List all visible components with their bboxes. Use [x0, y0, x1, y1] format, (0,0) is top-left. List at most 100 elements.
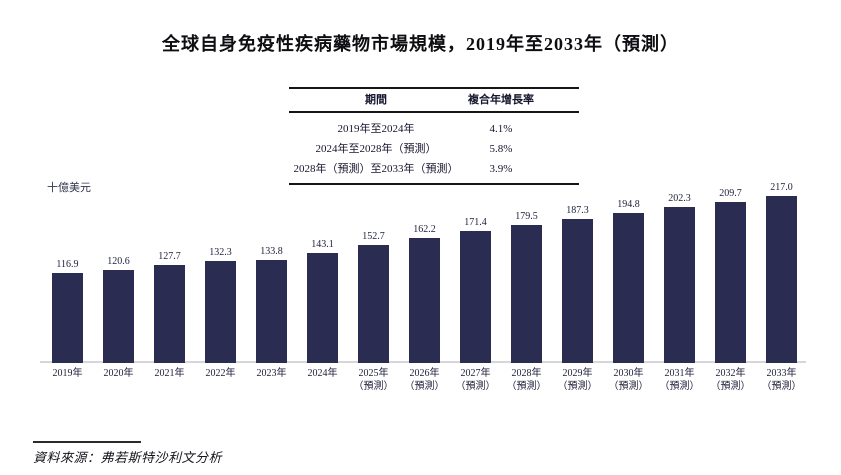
bar-value-label: 194.8	[617, 199, 640, 210]
bar-column: 116.9	[42, 178, 93, 363]
x-tick-label: 2029年 （預測）	[552, 367, 603, 393]
cagr-cell: 3.9%	[489, 163, 513, 175]
page-title: 全球自身免疫性疾病藥物市場規模，2019年至2033年（預測）	[162, 34, 679, 54]
bar-2031年	[664, 207, 695, 363]
period-cell: 2019年至2024年	[337, 123, 415, 135]
cagr-cell: 4.1%	[489, 123, 513, 135]
y-axis-unit-label: 十億美元	[47, 182, 91, 194]
x-tick-label: 2023年	[246, 367, 297, 393]
bar-value-label: 179.5	[515, 211, 538, 222]
bar-value-label: 120.6	[107, 256, 130, 267]
x-tick-label: 2022年	[195, 367, 246, 393]
cagr-table-header-period: 期間	[365, 94, 387, 106]
bar-2021年	[154, 265, 185, 363]
bar-value-label: 143.1	[311, 239, 334, 250]
bar-column: 217.0	[756, 178, 807, 363]
x-tick-forecast-note: （預測）	[506, 381, 547, 392]
x-tick-year: 2029年	[562, 368, 593, 379]
x-tick-year: 2022年	[205, 368, 236, 379]
x-tick-label: 2024年	[297, 367, 348, 393]
x-tick-forecast-note: （預測）	[455, 381, 496, 392]
bar-value-label: 116.9	[56, 259, 79, 270]
x-tick-label: 2027年 （預測）	[450, 367, 501, 393]
x-tick-forecast-note: （預測）	[404, 381, 445, 392]
x-tick-label: 2028年 （預測）	[501, 367, 552, 393]
bar-value-label: 217.0	[770, 182, 793, 193]
x-tick-forecast-note: （預測）	[659, 381, 700, 392]
x-tick-year: 2019年	[52, 368, 83, 379]
x-tick-forecast-note: （預測）	[710, 381, 751, 392]
bar-2027年	[460, 231, 491, 363]
bar-2022年	[205, 261, 236, 363]
x-tick-year: 2028年	[511, 368, 542, 379]
footnote-divider	[33, 441, 141, 443]
bar-2028年	[511, 225, 542, 363]
bar-value-label: 202.3	[668, 193, 691, 204]
bar-value-label: 133.8	[260, 246, 283, 257]
bar-2026年	[409, 238, 440, 363]
bar-value-label: 132.3	[209, 247, 232, 258]
bar-column: 120.6	[93, 178, 144, 363]
x-tick-year: 2026年	[409, 368, 440, 379]
x-tick-label: 2033年 （預測）	[756, 367, 807, 393]
x-tick-year: 2027年	[460, 368, 491, 379]
bar-value-label: 162.2	[413, 224, 436, 235]
bar-2033年	[766, 196, 797, 363]
bar-value-label: 127.7	[158, 251, 181, 262]
bar-2024年	[307, 253, 338, 363]
x-tick-label: 2019年	[42, 367, 93, 393]
x-tick-year: 2031年	[664, 368, 695, 379]
bar-value-label: 209.7	[719, 188, 742, 199]
bar-value-label: 187.3	[566, 205, 589, 216]
bar-column: 179.5	[501, 178, 552, 363]
bar-column: 152.7	[348, 178, 399, 363]
bar-2029年	[562, 219, 593, 363]
bar-column: 162.2	[399, 178, 450, 363]
x-tick-year: 2025年	[358, 368, 389, 379]
table-row: 2024年至2028年（預測） 5.8%	[289, 139, 579, 159]
period-cell: 2024年至2028年（預測）	[315, 143, 437, 155]
source-note: 資料來源：弗若斯特沙利文分析	[33, 450, 223, 465]
bar-column: 194.8	[603, 178, 654, 363]
cagr-table-body: 2019年至2024年 4.1% 2024年至2028年（預測） 5.8% 20…	[289, 113, 579, 183]
bar-chart: 116.9 120.6 127.7 132.3 133.8 143.1 152.7 162.2…	[42, 178, 807, 363]
x-tick-forecast-note: （預測）	[557, 381, 598, 392]
bar-2020年	[103, 270, 134, 363]
cagr-table: 期間 複合年增長率 2019年至2024年 4.1% 2024年至2028年（預…	[289, 87, 579, 185]
x-tick-label: 2026年 （預測）	[399, 367, 450, 393]
table-row: 2028年（預測）至2033年（預測） 3.9%	[289, 159, 579, 179]
x-tick-year: 2024年	[307, 368, 338, 379]
x-tick-forecast-note: （預測）	[761, 381, 802, 392]
x-tick-year: 2030年	[613, 368, 644, 379]
bar-2032年	[715, 202, 746, 363]
bar-value-label: 152.7	[362, 231, 385, 242]
bar-column: 143.1	[297, 178, 348, 363]
x-tick-year: 2021年	[154, 368, 185, 379]
cagr-cell: 5.8%	[489, 143, 513, 155]
bar-value-label: 171.4	[464, 217, 487, 228]
table-row: 2019年至2024年 4.1%	[289, 119, 579, 139]
x-tick-forecast-note: （預測）	[353, 381, 394, 392]
x-tick-year: 2023年	[256, 368, 287, 379]
x-tick-label: 2030年 （預測）	[603, 367, 654, 393]
x-tick-label: 2020年	[93, 367, 144, 393]
x-tick-year: 2033年	[766, 368, 797, 379]
bar-column: 209.7	[705, 178, 756, 363]
bar-2023年	[256, 260, 287, 363]
x-tick-label: 2032年 （預測）	[705, 367, 756, 393]
cagr-table-header: 期間 複合年增長率	[289, 89, 579, 113]
period-cell: 2028年（預測）至2033年（預測）	[293, 163, 459, 175]
x-tick-label: 2021年	[144, 367, 195, 393]
x-axis-tick-labels: 2019年 2020年 2021年 2022年 2023年 2024年 2025年 （預測） 2…	[42, 367, 807, 393]
bar-column: 202.3	[654, 178, 705, 363]
cagr-table-header-cagr: 複合年增長率	[468, 94, 534, 106]
bar-column: 171.4	[450, 178, 501, 363]
x-tick-label: 2031年 （預測）	[654, 367, 705, 393]
bar-2019年	[52, 273, 83, 363]
bar-2030年	[613, 213, 644, 363]
bar-2025年	[358, 245, 389, 363]
bar-column: 187.3	[552, 178, 603, 363]
x-tick-year: 2020年	[103, 368, 134, 379]
bar-column: 132.3	[195, 178, 246, 363]
